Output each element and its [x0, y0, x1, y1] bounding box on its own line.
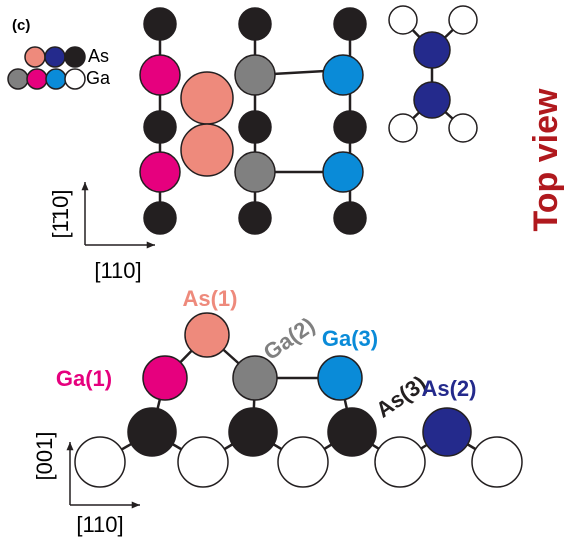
- atom: [234, 54, 276, 96]
- atom: [333, 110, 367, 144]
- top-view-title: Top view: [527, 88, 565, 231]
- atom: [184, 312, 230, 358]
- axis-label: [110]: [94, 258, 141, 283]
- atom: [374, 436, 426, 488]
- atom: [24, 46, 46, 68]
- atom: [413, 81, 451, 119]
- atom: [143, 110, 177, 144]
- atom: [422, 407, 472, 457]
- atom-label: Ga(3): [322, 326, 378, 351]
- atom: [143, 7, 177, 41]
- atom: [44, 46, 66, 68]
- atom: [277, 436, 329, 488]
- atom: [448, 113, 478, 143]
- axis-label: [1̄10]: [48, 190, 73, 239]
- atom: [333, 7, 367, 41]
- atom: [471, 436, 523, 488]
- atom: [45, 68, 67, 90]
- atom: [388, 113, 418, 143]
- atom: [64, 68, 86, 90]
- atom: [7, 68, 29, 90]
- atom: [388, 5, 418, 35]
- atom-label: As(2): [421, 376, 476, 401]
- atom: [238, 7, 272, 41]
- atom: [177, 436, 229, 488]
- atoms: [7, 5, 523, 488]
- atom: [228, 407, 278, 457]
- axis-label: [110]: [76, 512, 123, 537]
- atom: [127, 407, 177, 457]
- atom-label: Ga(1): [56, 366, 112, 391]
- atom: [327, 407, 377, 457]
- atom: [64, 46, 86, 68]
- arrow-head: [66, 442, 74, 451]
- atom: [448, 5, 478, 35]
- atom: [143, 201, 177, 235]
- atom: [139, 54, 181, 96]
- atom: [238, 201, 272, 235]
- atom: [333, 201, 367, 235]
- atom: [317, 355, 363, 401]
- arrow-head: [146, 241, 155, 249]
- atom-label: As(1): [182, 286, 237, 311]
- atom-label: Ga(2): [259, 312, 319, 365]
- axis-label: [001]: [32, 432, 57, 481]
- arrow-head: [131, 501, 140, 509]
- legend-as: As: [88, 46, 109, 66]
- atom: [139, 151, 181, 193]
- atom: [413, 31, 451, 69]
- atom: [322, 151, 364, 193]
- panel-label: (c): [12, 17, 30, 34]
- atom: [74, 436, 126, 488]
- atom: [232, 355, 278, 401]
- atom: [180, 71, 234, 125]
- arrow-head: [81, 182, 89, 191]
- atom: [142, 355, 188, 401]
- atom: [180, 123, 234, 177]
- atom: [26, 68, 48, 90]
- atom: [322, 54, 364, 96]
- atom: [238, 110, 272, 144]
- legend-ga: Ga: [86, 68, 111, 88]
- atom: [234, 151, 276, 193]
